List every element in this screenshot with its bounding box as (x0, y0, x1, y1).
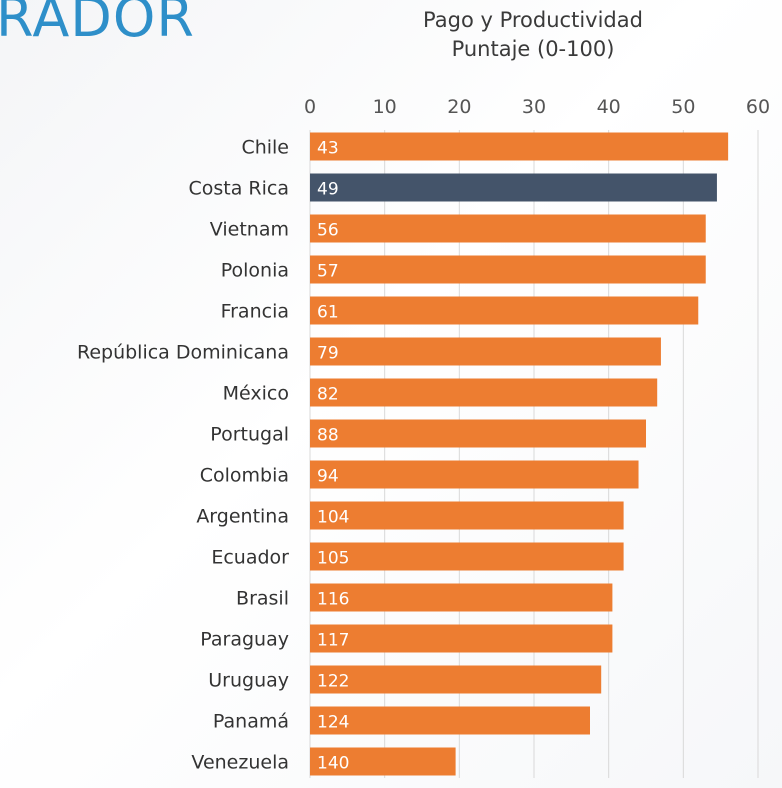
category-label: Argentina (196, 506, 289, 528)
x-tick-label: 40 (597, 96, 621, 118)
data-label: 82 (317, 385, 339, 405)
slide-heading: RADOR (0, 0, 195, 49)
bar (310, 665, 602, 694)
bar (310, 460, 639, 489)
bar (310, 255, 706, 284)
bar (310, 419, 646, 448)
x-tick-label: 0 (304, 96, 316, 118)
bar (310, 337, 661, 366)
bar (310, 542, 624, 571)
category-label: Panamá (213, 711, 289, 733)
data-label: 124 (317, 713, 349, 733)
data-label: 61 (317, 303, 339, 323)
category-label: Brasil (236, 588, 289, 610)
category-label: República Dominicana (77, 342, 289, 364)
category-label: Venezuela (191, 752, 289, 774)
bar (310, 214, 706, 243)
category-label: México (223, 383, 289, 405)
data-label: 122 (317, 672, 349, 692)
x-tick-label: 60 (746, 96, 770, 118)
bar (310, 132, 729, 161)
data-label: 116 (317, 590, 349, 610)
bar (310, 583, 613, 612)
data-label: 104 (317, 508, 349, 528)
data-label: 49 (317, 180, 339, 200)
bar (310, 624, 613, 653)
bar (310, 173, 717, 202)
chart-title: Pago y Productividad (423, 8, 643, 32)
category-label: Paraguay (200, 629, 289, 651)
data-label: 43 (317, 139, 339, 159)
category-label: Francia (221, 301, 289, 323)
x-tick-label: 20 (447, 96, 471, 118)
data-label: 88 (317, 426, 339, 446)
category-label: Costa Rica (189, 178, 290, 200)
x-tick-label: 50 (671, 96, 695, 118)
category-label: Ecuador (211, 547, 289, 569)
data-label: 79 (317, 344, 339, 364)
category-label: Vietnam (210, 219, 289, 241)
bar (310, 706, 590, 735)
data-label: 94 (317, 467, 339, 487)
data-label: 140 (317, 754, 349, 774)
x-tick-label: 30 (522, 96, 546, 118)
data-label: 56 (317, 221, 339, 241)
category-label: Uruguay (208, 670, 289, 692)
bar (310, 378, 658, 407)
category-label: Polonia (221, 260, 289, 282)
category-label: Colombia (200, 465, 289, 487)
category-label: Portugal (210, 424, 289, 446)
data-label: 57 (317, 262, 339, 282)
data-label: 105 (317, 549, 349, 569)
chart-subtitle: Puntaje (0-100) (451, 37, 615, 61)
bar (310, 296, 699, 325)
category-label: Chile (241, 137, 289, 159)
x-tick-label: 10 (373, 96, 397, 118)
bar (310, 501, 624, 530)
data-label: 117 (317, 631, 349, 651)
bar (310, 747, 456, 776)
